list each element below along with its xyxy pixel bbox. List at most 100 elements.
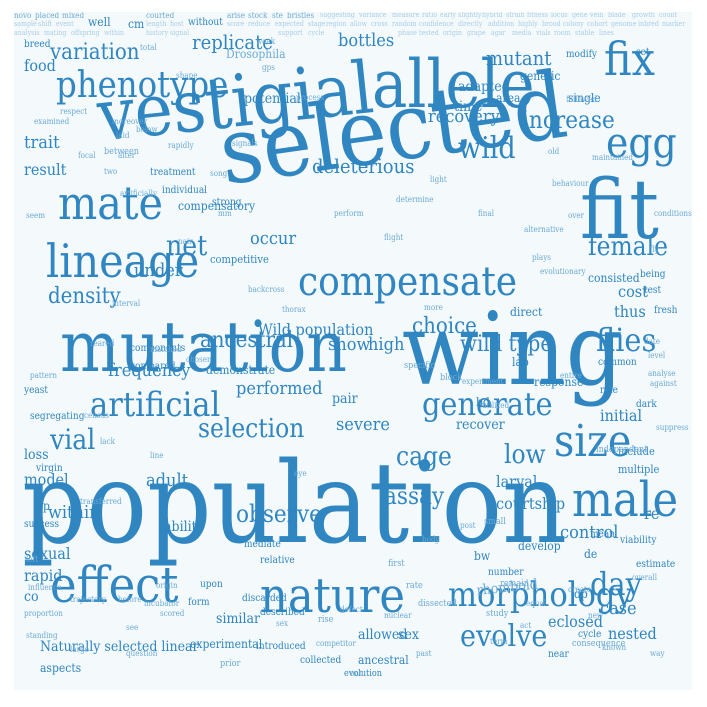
cloud-word: discarded <box>242 593 287 604</box>
cloud-word: artificial <box>90 385 221 425</box>
cloud-word: perform <box>334 209 364 218</box>
cloud-word: effect <box>50 556 179 614</box>
cloud-word: stock <box>248 12 268 20</box>
cloud-word: allowed <box>358 627 408 643</box>
cloud-word: sex <box>276 619 289 628</box>
cloud-word: cm <box>128 17 145 31</box>
cloud-word: two <box>104 167 118 176</box>
cloud-word: equal <box>526 599 547 608</box>
cloud-word: reduce <box>248 20 271 28</box>
cloud-word: assay <box>384 482 445 510</box>
cloud-word: lineage <box>46 234 200 288</box>
cloud-word: introduced <box>256 641 306 652</box>
cloud-word: potential <box>244 91 301 107</box>
cloud-word: final <box>478 209 495 218</box>
cloud-word: plays <box>532 253 551 262</box>
cloud-word: colony <box>563 20 584 28</box>
cloud-word: components <box>130 343 186 354</box>
cloud-word: frequency <box>108 360 191 381</box>
cloud-word: backcross <box>248 285 285 294</box>
cloud-word: known <box>602 643 627 652</box>
cloud-word: mutant <box>486 46 552 70</box>
cloud-word: confidence <box>419 20 454 28</box>
cloud-word: vial <box>50 423 96 456</box>
cloud-word: mediate <box>244 539 281 550</box>
cloud-word: flight <box>384 233 404 242</box>
cloud-word: overall <box>632 573 657 582</box>
cloud-word: without <box>188 17 223 28</box>
cloud-word: rapidly <box>168 141 194 150</box>
cloud-word: behaviour <box>552 179 589 188</box>
cloud-word: prior <box>220 659 241 669</box>
cloud-word: set <box>636 47 650 58</box>
cloud-word: wing <box>402 291 624 408</box>
cloud-word: alter <box>118 151 136 160</box>
cloud-word: tested <box>419 29 439 37</box>
cloud-word: origin <box>156 581 178 590</box>
cloud-word: chosen <box>186 355 212 364</box>
cloud-word: number <box>488 567 524 578</box>
cloud-word: stable <box>575 29 595 37</box>
cloud-word: increase <box>522 106 615 134</box>
cloud-word: block <box>440 373 463 383</box>
cloud-word: specific <box>404 361 436 371</box>
cloud-word: laid <box>116 131 130 140</box>
cloud-word: bd <box>476 395 490 409</box>
cloud-word: incubator <box>144 599 180 608</box>
cloud-word: scored <box>160 609 185 618</box>
cloud-word: question <box>126 649 158 658</box>
cloud-word: influence <box>28 583 62 592</box>
cloud-word: analysis <box>14 29 40 37</box>
cloud-word: phenotype <box>56 65 229 106</box>
cloud-word: cross <box>371 20 388 28</box>
cloud-word: body <box>422 535 440 544</box>
cloud-word: level <box>648 351 666 360</box>
cloud-word: act <box>520 621 532 630</box>
cloud-word: placed <box>35 12 60 20</box>
cloud-word: moreover <box>112 117 147 126</box>
cloud-word: seem <box>26 211 46 220</box>
cloud-word: growth <box>632 12 655 19</box>
cloud-word: signal <box>170 29 190 37</box>
cloud-word: suppress <box>656 423 689 432</box>
cloud-word: deleterious <box>312 154 415 178</box>
cloud-word: process <box>296 93 325 102</box>
cloud-word: collected <box>300 655 342 666</box>
cloud-word: sexual <box>24 544 71 563</box>
cloud-word: novo <box>14 12 32 20</box>
cloud-word: evolutionary <box>540 267 586 276</box>
cloud-word: remain <box>500 579 529 589</box>
cloud-word: census <box>84 411 109 420</box>
cloud-word: origin <box>443 29 462 37</box>
cloud-word: demonstrate <box>206 363 276 377</box>
cloud-word: proportion <box>24 609 63 618</box>
cloud-word: similar <box>216 611 261 627</box>
cloud-word: large <box>70 645 89 654</box>
cloud-word: pair <box>178 237 193 246</box>
cloud-word: allow <box>350 20 367 28</box>
cloud-word: cycle <box>308 29 325 37</box>
cloud-word: form <box>188 597 210 608</box>
cloud-word: genetic <box>520 69 561 83</box>
cloud-word: standing <box>26 631 58 640</box>
cloud-word: generate <box>422 385 553 423</box>
cloud-word: day <box>590 565 642 603</box>
cloud-word: maintained <box>592 153 634 162</box>
cloud-word: host <box>170 20 184 28</box>
cloud-word: matched <box>150 345 182 354</box>
cloud-word: shape <box>176 71 198 80</box>
cloud-word: slightly <box>458 12 482 19</box>
cloud-word: competitor <box>316 639 356 648</box>
cloud-word: rapid <box>24 566 63 585</box>
cloud-word: early <box>440 12 457 19</box>
cloud-word: wild type <box>460 332 553 357</box>
cloud-word: ste <box>272 12 283 20</box>
word-cloud: population selected wing vestigial mutation a… <box>14 12 692 690</box>
cloud-word: virgin <box>36 463 63 474</box>
cloud-word: de <box>584 547 598 561</box>
cloud-word: net <box>166 229 208 262</box>
cloud-word: lack <box>100 437 115 446</box>
cloud-word: term <box>490 637 508 646</box>
cloud-word: against <box>650 379 677 388</box>
cloud-word: near <box>548 649 569 660</box>
